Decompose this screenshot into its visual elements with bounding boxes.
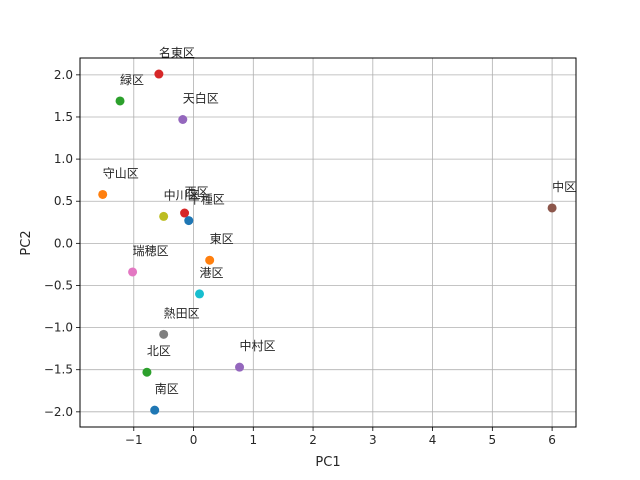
y-tick-label: 0.0 [54, 236, 73, 250]
scatter-point [205, 255, 215, 265]
y-tick-label: 2.0 [54, 68, 73, 82]
data-points [98, 69, 557, 415]
y-tick-label: −1.5 [44, 363, 73, 377]
scatter-point [98, 189, 108, 199]
grid-lines [80, 58, 576, 427]
scatter-point [142, 367, 152, 377]
scatter-point [184, 216, 194, 226]
scatter-point [547, 203, 557, 213]
x-tick-label: 1 [249, 433, 257, 447]
point-label: 千種区 [189, 193, 225, 207]
point-label: 東区 [210, 232, 234, 246]
scatter-point [128, 267, 138, 277]
scatter-point [159, 329, 169, 339]
x-axis-label: PC1 [315, 455, 340, 470]
scatter-point [154, 69, 164, 79]
scatter-point [180, 208, 190, 218]
x-tick-label: 5 [489, 433, 497, 447]
y-tick-label: 0.5 [54, 194, 73, 208]
point-label: 緑区 [120, 72, 144, 87]
y-tick-label: −1.0 [44, 321, 73, 335]
y-tick-label: −0.5 [44, 278, 73, 292]
axis-ticks: −1 0 1 2 3 4 5 6 −2.0 −1.5 −1.0 −0.5 0.0 0.5 1.0 1.5 2.0 [44, 68, 556, 447]
y-axis-label: PC2 [19, 230, 34, 255]
y-tick-label: 1.5 [54, 110, 73, 124]
x-tick-label: 6 [548, 433, 556, 447]
point-label: 西区 [185, 185, 209, 199]
point-label: 北区 [147, 344, 171, 358]
point-label: 中村区 [240, 338, 276, 353]
x-tick-label: 3 [369, 433, 377, 447]
point-label: 守山区 [103, 166, 139, 180]
point-label: 熱田区 [164, 306, 200, 320]
x-tick-label: 0 [190, 433, 198, 447]
point-label: 中区 [552, 179, 576, 194]
point-label: 中川区 [164, 187, 200, 202]
point-label: 天白区 [183, 91, 219, 106]
y-tick-label: 1.0 [54, 152, 73, 166]
point-label: 南区 [155, 381, 179, 396]
scatter-point [150, 405, 160, 415]
x-tick-label: −1 [125, 433, 143, 447]
x-tick-label: 2 [309, 433, 317, 447]
y-tick-label: −2.0 [44, 405, 73, 419]
scatter-point [195, 289, 205, 299]
x-tick-label: 4 [429, 433, 437, 447]
point-label: 瑞穂区 [133, 244, 169, 258]
point-label: 港区 [200, 266, 224, 280]
scatter-point [178, 115, 188, 124]
scatter-point [159, 211, 169, 221]
scatter-point [235, 362, 245, 372]
point-label: 名東区 [159, 45, 195, 60]
scatter-point [115, 96, 125, 106]
plot-frame [79, 57, 577, 428]
